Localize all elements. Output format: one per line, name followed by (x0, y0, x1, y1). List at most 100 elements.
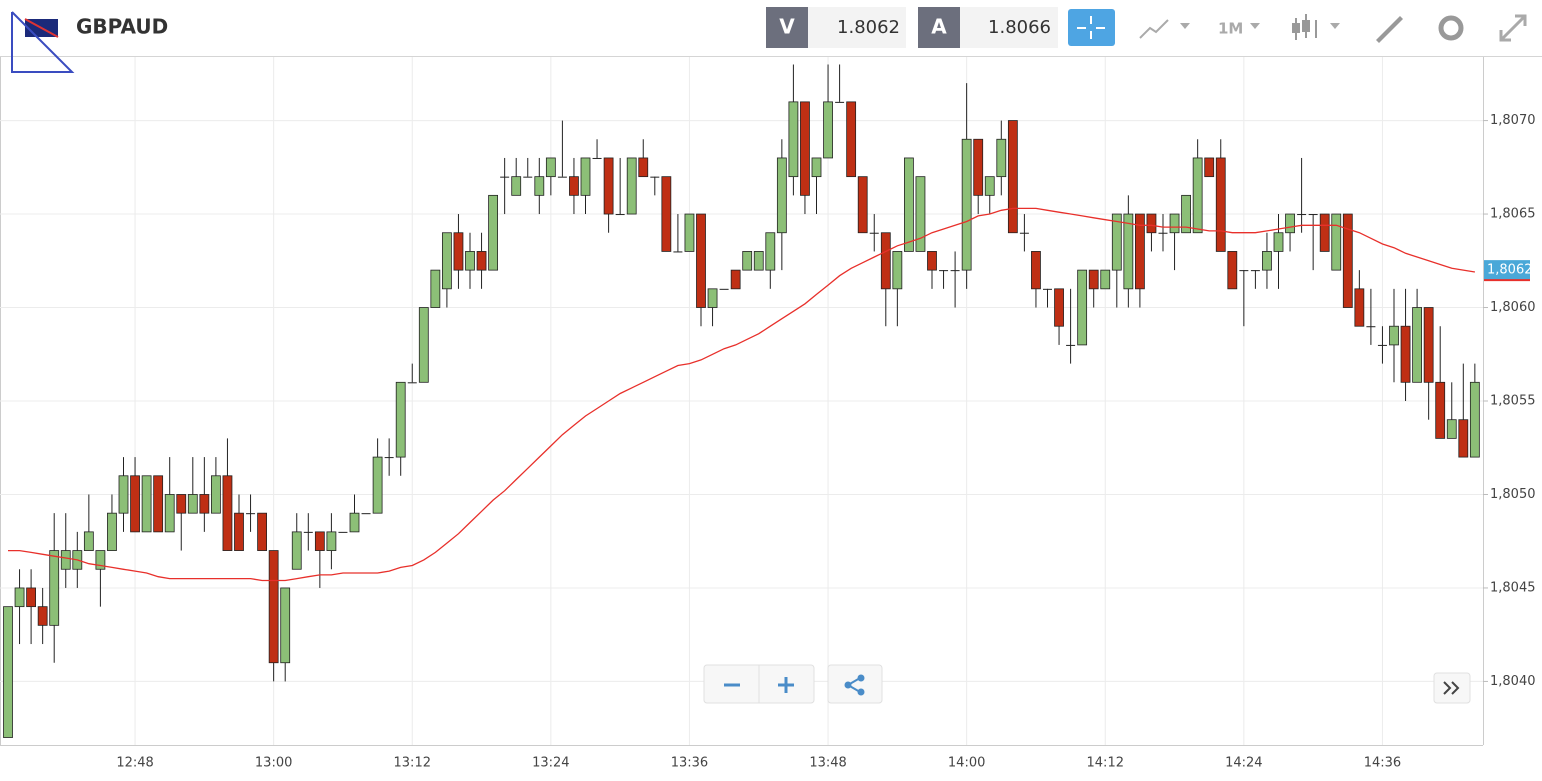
y-tick-label: 1,8065 (1490, 207, 1536, 222)
scroll-end-button[interactable] (1433, 672, 1471, 704)
candle-body (314, 531, 325, 551)
candle-body (545, 157, 556, 178)
candle-body (927, 251, 937, 271)
candle-body (234, 512, 244, 551)
candle-body (1377, 344, 1387, 346)
candle-body (130, 475, 140, 533)
candle-body (291, 531, 302, 570)
candle-body (1227, 251, 1238, 290)
candle-body (1331, 213, 1342, 271)
sell-price: 1.8062 (837, 17, 900, 38)
candle-body (823, 101, 833, 159)
timeframe[interactable]: 1M (1218, 20, 1243, 38)
symbol: GBPAUD (76, 15, 168, 39)
candle-body (661, 176, 672, 252)
candle-body (1297, 214, 1307, 216)
candle-body (1158, 232, 1168, 234)
candle-body (1250, 270, 1260, 272)
candle-body (1088, 269, 1099, 290)
candle-body (1135, 213, 1145, 290)
candle-body (973, 138, 984, 196)
x-tick-label: 14:00 (948, 756, 985, 771)
x-tick-label: 13:48 (809, 756, 846, 771)
candle-body (996, 138, 1007, 178)
candle-body (1077, 269, 1088, 346)
candle-body (1469, 381, 1480, 458)
candle-body (1342, 213, 1353, 308)
candle-body (49, 550, 60, 626)
candle-body (1169, 213, 1180, 234)
moving-average (8, 207, 1476, 582)
candle-body (615, 214, 625, 216)
share-dot (844, 681, 852, 689)
candle-body (430, 269, 441, 308)
candle-body (765, 232, 776, 271)
candle-body (1308, 214, 1318, 216)
candle-body (534, 176, 545, 196)
candle-body (395, 381, 406, 458)
candle-body (303, 531, 313, 533)
candle-body (176, 494, 187, 514)
candle-body (418, 307, 429, 383)
candle-body (1285, 213, 1295, 234)
share-dot (857, 688, 865, 696)
candle-body (1239, 270, 1249, 272)
candle-body (1458, 419, 1469, 458)
candle-body (776, 157, 787, 234)
candle-body (788, 101, 799, 178)
candle-body (961, 138, 972, 271)
candle-body (164, 494, 175, 533)
sell-button[interactable] (766, 7, 808, 48)
candle-body (37, 606, 48, 626)
dropdown (1250, 23, 1260, 29)
sell-label: V (779, 15, 795, 39)
candle-body (673, 251, 683, 253)
candle-body (187, 494, 198, 514)
y-tick-label: 1,8055 (1490, 394, 1536, 409)
candle-body (153, 475, 164, 533)
candle-body (1319, 213, 1330, 252)
candle-body (835, 101, 845, 103)
chart-type-icon[interactable] (1139, 19, 1169, 39)
y-tick-label: 1,8050 (1490, 487, 1536, 502)
candle-body (650, 176, 660, 178)
candle-body (384, 457, 394, 459)
y-tick-label: 1,8060 (1490, 300, 1536, 315)
zoom-in[interactable] (778, 677, 794, 693)
candle-body (984, 176, 995, 196)
candles-icon-body (1302, 20, 1310, 32)
candle-body (246, 513, 256, 515)
candle-body (511, 176, 522, 196)
candle-body (14, 587, 25, 608)
candle-body (1066, 344, 1076, 346)
settings-icon[interactable] (1438, 15, 1464, 41)
candle-body (338, 531, 348, 533)
buy-button[interactable] (918, 7, 960, 48)
candle-body (1366, 326, 1376, 328)
candle-body (869, 232, 879, 234)
candle-body (753, 251, 764, 271)
candle-body (569, 176, 579, 196)
candle-body (1400, 325, 1411, 383)
candle-body (1100, 269, 1111, 290)
share-button[interactable] (827, 664, 883, 704)
candle-body (1123, 213, 1134, 290)
last-value-label: 1,8062 (1487, 263, 1533, 278)
candle-body (684, 213, 695, 252)
candle-body (811, 157, 822, 178)
fullscreen-icon[interactable] (1499, 14, 1527, 42)
candle-body (719, 288, 729, 290)
draw-icon[interactable] (1376, 16, 1403, 43)
last-value-box (1484, 260, 1530, 281)
sell-price-box (808, 7, 906, 48)
candle-body (904, 157, 914, 252)
x-tick-label: 13:00 (255, 756, 292, 771)
crosshair-button[interactable] (1068, 9, 1115, 46)
candle-body (1354, 288, 1365, 327)
x-tick-label: 12:48 (116, 756, 153, 771)
candle-body (26, 587, 37, 608)
candle-body (500, 176, 510, 178)
dropdown (1180, 23, 1190, 29)
